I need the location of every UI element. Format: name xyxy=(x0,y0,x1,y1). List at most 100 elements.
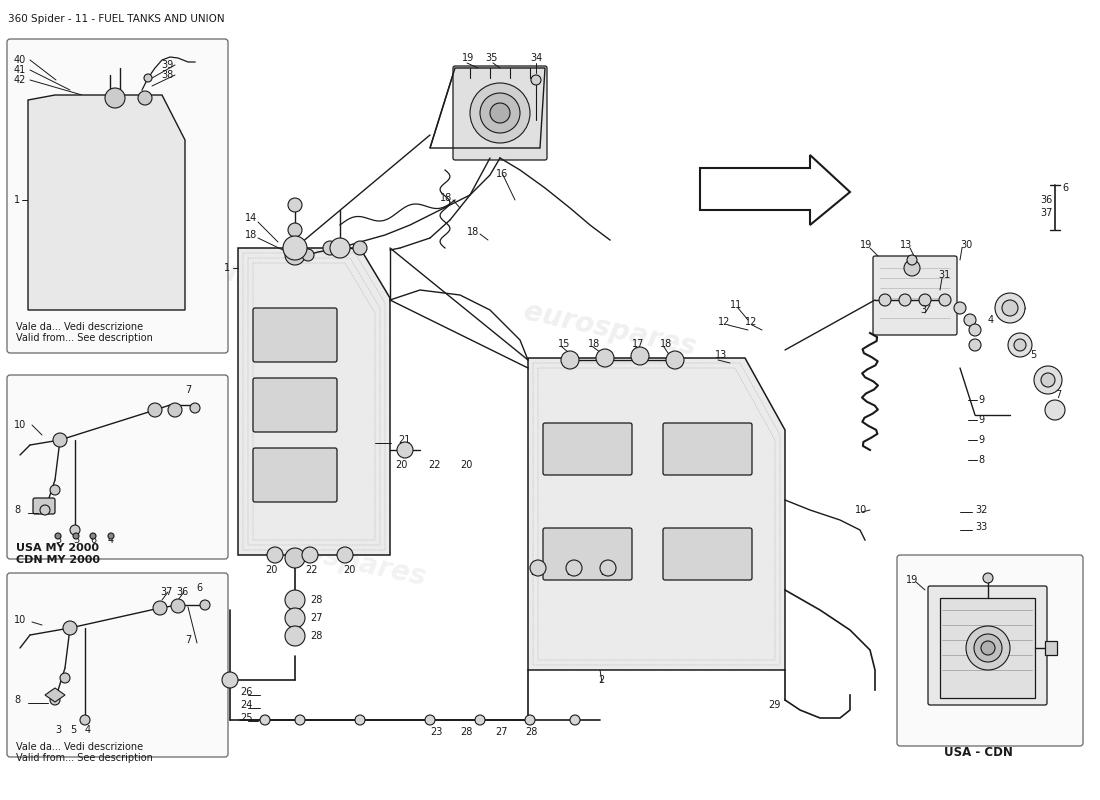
Circle shape xyxy=(530,560,546,576)
Circle shape xyxy=(148,403,162,417)
Text: 14: 14 xyxy=(245,213,257,223)
Text: 360 Spider - 11 - FUEL TANKS AND UNION: 360 Spider - 11 - FUEL TANKS AND UNION xyxy=(8,14,224,24)
Text: 23: 23 xyxy=(430,727,442,737)
Bar xyxy=(940,598,1035,698)
Circle shape xyxy=(596,349,614,367)
FancyBboxPatch shape xyxy=(663,423,752,475)
Circle shape xyxy=(996,293,1025,323)
Circle shape xyxy=(531,75,541,85)
Circle shape xyxy=(490,103,510,123)
Text: 8: 8 xyxy=(14,695,20,705)
Circle shape xyxy=(285,626,305,646)
Circle shape xyxy=(53,433,67,447)
Circle shape xyxy=(302,249,313,261)
Text: 19: 19 xyxy=(462,53,474,63)
Circle shape xyxy=(570,715,580,725)
FancyBboxPatch shape xyxy=(43,263,122,305)
Text: 20: 20 xyxy=(600,567,613,577)
Text: 7: 7 xyxy=(1055,390,1061,400)
Circle shape xyxy=(73,533,79,539)
Text: 18: 18 xyxy=(468,227,480,237)
Circle shape xyxy=(954,302,966,314)
Circle shape xyxy=(353,241,367,255)
Text: 10: 10 xyxy=(14,420,26,430)
Text: 8: 8 xyxy=(14,505,20,515)
Polygon shape xyxy=(45,688,65,702)
FancyBboxPatch shape xyxy=(453,66,547,160)
Circle shape xyxy=(355,715,365,725)
Circle shape xyxy=(168,403,182,417)
Circle shape xyxy=(1008,333,1032,357)
Text: eurospares: eurospares xyxy=(251,528,429,592)
Text: 28: 28 xyxy=(310,595,322,605)
Text: 41: 41 xyxy=(14,65,26,75)
Text: 36: 36 xyxy=(176,587,188,597)
FancyBboxPatch shape xyxy=(543,528,632,580)
Text: 20: 20 xyxy=(460,460,472,470)
Text: USA MY 2000: USA MY 2000 xyxy=(16,543,99,553)
Circle shape xyxy=(323,241,337,255)
Text: Valid from... See description: Valid from... See description xyxy=(16,333,153,343)
Circle shape xyxy=(1002,300,1018,316)
Polygon shape xyxy=(528,358,785,670)
Text: 30: 30 xyxy=(960,240,972,250)
Circle shape xyxy=(60,673,70,683)
Circle shape xyxy=(200,600,210,610)
Text: 13: 13 xyxy=(715,350,727,360)
Text: 6: 6 xyxy=(196,583,202,593)
Text: 6: 6 xyxy=(90,535,96,545)
Text: CDN MY 2000: CDN MY 2000 xyxy=(16,555,100,565)
Text: 18: 18 xyxy=(440,193,452,203)
FancyBboxPatch shape xyxy=(253,308,337,362)
Text: 5: 5 xyxy=(1030,350,1036,360)
Text: 3: 3 xyxy=(55,535,62,545)
Text: 24: 24 xyxy=(240,700,252,710)
Text: 22: 22 xyxy=(566,567,579,577)
Text: 20: 20 xyxy=(265,565,277,575)
FancyBboxPatch shape xyxy=(253,378,337,432)
Text: 27: 27 xyxy=(310,613,322,623)
Circle shape xyxy=(1045,400,1065,420)
Circle shape xyxy=(285,590,305,610)
Circle shape xyxy=(50,485,60,495)
Text: 25: 25 xyxy=(240,713,253,723)
Circle shape xyxy=(480,93,520,133)
Circle shape xyxy=(470,83,530,143)
Circle shape xyxy=(40,505,49,515)
Circle shape xyxy=(964,314,976,326)
Circle shape xyxy=(974,634,1002,662)
Text: eurospares: eurospares xyxy=(196,253,374,317)
Text: 6: 6 xyxy=(1062,183,1068,193)
Text: 10: 10 xyxy=(855,505,867,515)
Circle shape xyxy=(899,294,911,306)
Text: 37: 37 xyxy=(1040,208,1053,218)
Text: 26: 26 xyxy=(240,687,252,697)
Circle shape xyxy=(337,547,353,563)
FancyBboxPatch shape xyxy=(253,448,337,502)
Circle shape xyxy=(285,245,305,265)
Text: 1: 1 xyxy=(14,195,20,205)
Circle shape xyxy=(144,74,152,82)
Text: 20: 20 xyxy=(395,460,407,470)
Text: 15: 15 xyxy=(558,339,571,349)
Text: 12: 12 xyxy=(745,317,758,327)
Circle shape xyxy=(983,573,993,583)
Circle shape xyxy=(170,599,185,613)
Text: 16: 16 xyxy=(496,169,508,179)
Text: 42: 42 xyxy=(14,75,26,85)
Circle shape xyxy=(283,236,307,260)
Text: 20: 20 xyxy=(530,567,542,577)
Text: 28: 28 xyxy=(525,727,538,737)
Text: 1: 1 xyxy=(224,263,230,273)
Text: 9: 9 xyxy=(978,415,984,425)
Circle shape xyxy=(939,294,952,306)
Text: 11: 11 xyxy=(730,300,743,310)
Circle shape xyxy=(600,560,616,576)
Text: USA - CDN: USA - CDN xyxy=(944,746,1013,758)
Circle shape xyxy=(190,403,200,413)
Text: eurospares: eurospares xyxy=(592,548,769,612)
Text: 10: 10 xyxy=(14,615,26,625)
Text: 4: 4 xyxy=(108,535,114,545)
Circle shape xyxy=(1014,339,1026,351)
Text: 22: 22 xyxy=(428,460,440,470)
